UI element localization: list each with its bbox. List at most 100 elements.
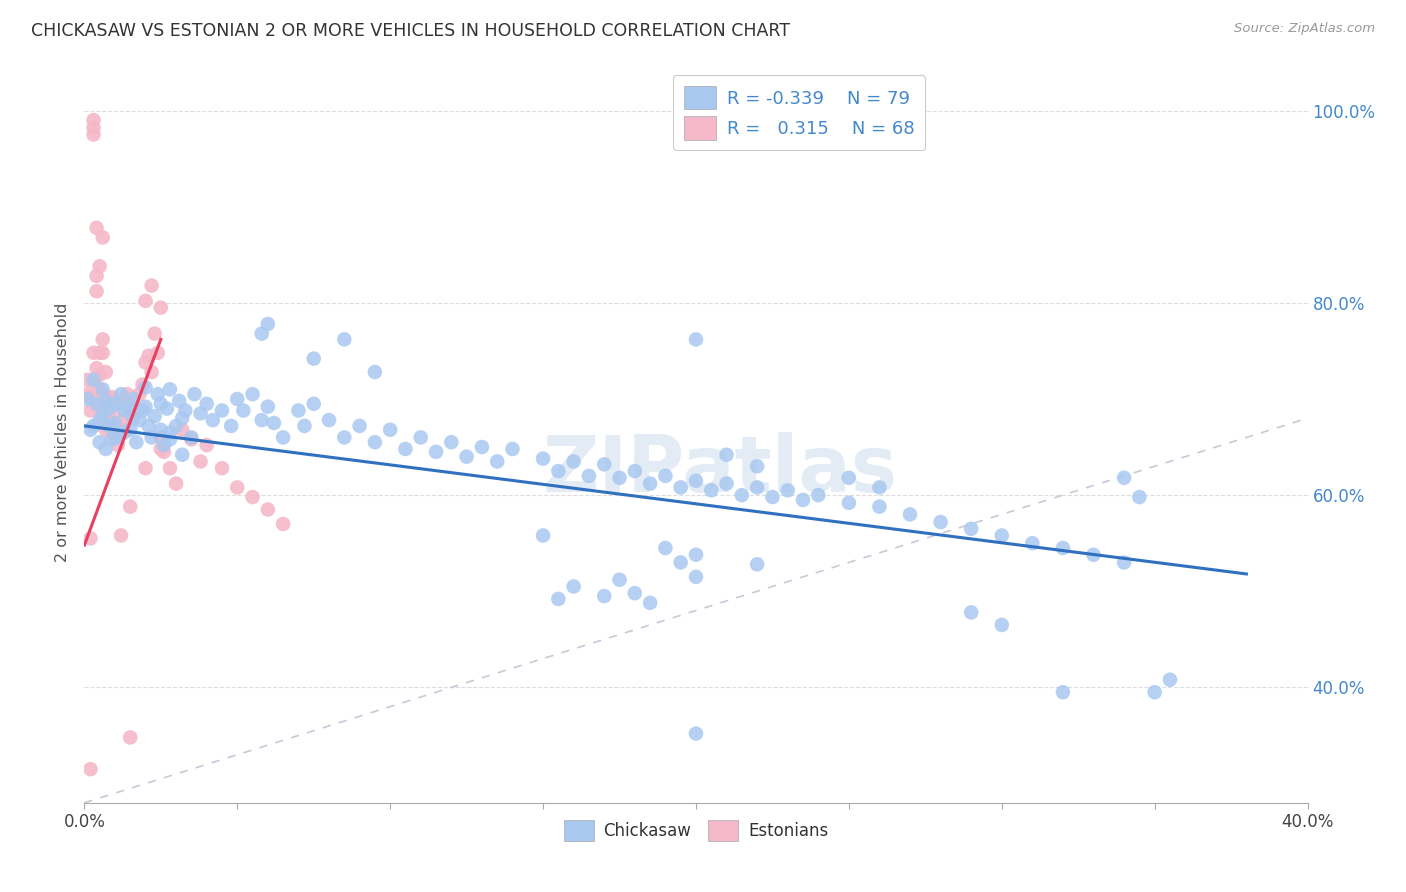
Point [425, 445, 447, 459]
Point [380, 423, 402, 437]
Point [685, 726, 707, 740]
Point [83, 418, 105, 433]
Point [135, 380, 157, 394]
Point [143, 326, 166, 341]
Point [838, 496, 860, 510]
Point [89, 346, 111, 360]
Point [128, 413, 150, 427]
Point [180, 430, 202, 444]
Point [135, 400, 157, 414]
Point [165, 418, 187, 433]
Point [263, 416, 285, 430]
Point [302, 397, 325, 411]
Point [1143, 685, 1166, 699]
Point [122, 397, 145, 411]
Point [609, 573, 631, 587]
Point [159, 425, 181, 440]
Point [1159, 673, 1181, 687]
Point [685, 332, 707, 346]
Point [562, 454, 585, 468]
Point [110, 413, 132, 427]
Point [869, 480, 891, 494]
Point [1128, 490, 1150, 504]
Point [685, 548, 707, 562]
Point [807, 488, 830, 502]
Point [89, 260, 111, 274]
Point [104, 416, 127, 430]
Point [86, 285, 108, 299]
Point [141, 278, 163, 293]
Point [135, 355, 157, 369]
Point [115, 387, 138, 401]
Point [172, 448, 194, 462]
Point [716, 476, 738, 491]
Point [149, 442, 172, 456]
Point [685, 570, 707, 584]
Point [440, 435, 463, 450]
Point [302, 351, 325, 366]
Point [761, 490, 783, 504]
Point [349, 418, 371, 433]
Point [159, 382, 181, 396]
Point [138, 349, 160, 363]
Point [232, 403, 254, 417]
Point [143, 409, 166, 424]
Point [107, 430, 129, 444]
Point [159, 433, 181, 447]
Point [654, 469, 676, 483]
Point [86, 220, 108, 235]
Point [120, 409, 142, 424]
Point [364, 365, 387, 379]
Point [250, 326, 273, 341]
Point [226, 480, 249, 494]
Point [271, 516, 294, 531]
Point [776, 483, 799, 498]
Point [120, 500, 142, 514]
Point [120, 423, 142, 437]
Point [131, 377, 153, 392]
Point [131, 403, 153, 417]
Point [1052, 685, 1074, 699]
Point [167, 393, 190, 408]
Point [211, 403, 233, 417]
Point [747, 558, 769, 572]
Point [486, 454, 509, 468]
Point [638, 476, 661, 491]
Point [89, 382, 111, 396]
Legend: Chickasaw, Estonians: Chickasaw, Estonians [557, 813, 835, 847]
Point [271, 430, 294, 444]
Point [91, 346, 114, 360]
Point [79, 390, 101, 404]
Point [83, 375, 105, 389]
Text: ZIPatlas: ZIPatlas [543, 432, 898, 508]
Point [547, 464, 569, 478]
Point [138, 418, 160, 433]
Y-axis label: 2 or more Vehicles in Household: 2 or more Vehicles in Household [55, 303, 70, 562]
Point [700, 483, 723, 498]
Point [97, 401, 120, 416]
Point [685, 474, 707, 488]
Point [960, 522, 983, 536]
Point [172, 423, 194, 437]
Point [929, 515, 952, 529]
Point [89, 435, 111, 450]
Point [1114, 471, 1136, 485]
Point [135, 461, 157, 475]
Point [731, 488, 754, 502]
Point [471, 440, 494, 454]
Point [94, 365, 117, 379]
Point [149, 301, 172, 315]
Point [107, 438, 129, 452]
Point [991, 528, 1014, 542]
Point [409, 430, 432, 444]
Point [149, 397, 172, 411]
Point [960, 606, 983, 620]
Point [91, 387, 114, 401]
Point [190, 406, 212, 420]
Point [97, 418, 120, 433]
Point [226, 392, 249, 406]
Point [101, 416, 124, 430]
Point [578, 469, 600, 483]
Point [456, 450, 478, 464]
Point [502, 442, 524, 456]
